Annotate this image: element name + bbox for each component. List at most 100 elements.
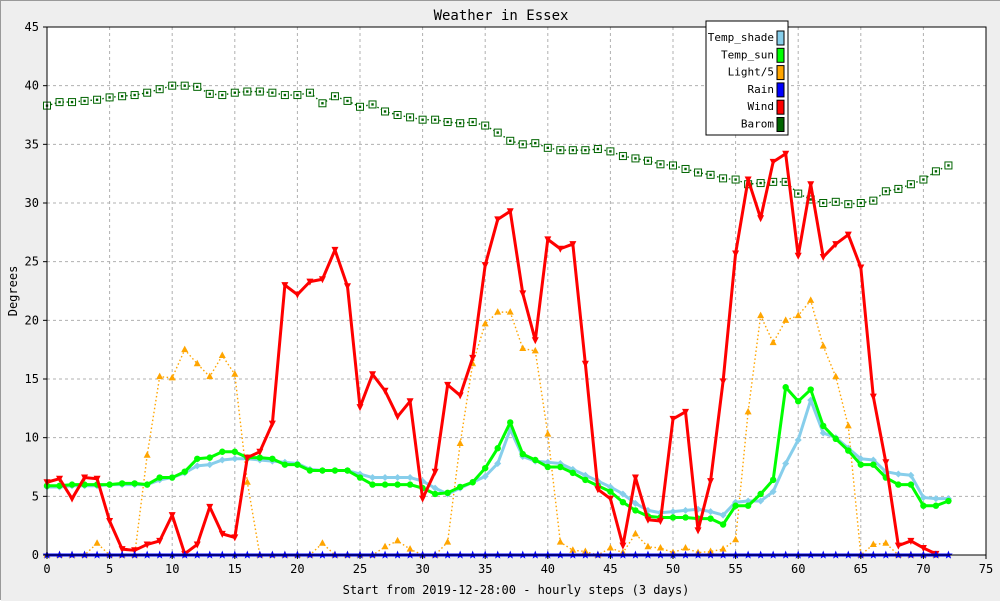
series-temp-sun-point xyxy=(469,479,476,486)
series-temp-shade-point xyxy=(481,472,489,480)
series-temp-shade-point xyxy=(206,461,214,469)
series-wind-point xyxy=(556,245,564,253)
series-wind-point xyxy=(68,495,76,503)
legend-swatch-temp-sun xyxy=(776,47,785,63)
series-light-5-point xyxy=(206,372,214,380)
series-temp-sun-point xyxy=(156,474,163,481)
series-barom-point-core xyxy=(847,202,850,206)
series-wind-point xyxy=(306,278,314,286)
series-barom-point-core xyxy=(221,93,224,97)
legend-label-barom: Barom xyxy=(741,118,774,131)
x-tick-label: 45 xyxy=(603,562,617,576)
series-barom-point-core xyxy=(872,199,875,202)
series-temp-sun-point xyxy=(319,467,326,474)
series-light-5-point xyxy=(456,439,464,447)
series-barom-point-core xyxy=(333,95,337,98)
series-barom-point-core xyxy=(596,147,600,151)
series-temp-sun-point xyxy=(519,450,526,458)
series-temp-sun-point xyxy=(569,469,577,477)
series-barom-point-core xyxy=(246,90,249,93)
series-barom-point-core xyxy=(909,183,913,186)
series-barom-point-core xyxy=(83,99,86,103)
legend-label-wind: Wind xyxy=(748,100,775,113)
series-wind-point xyxy=(682,408,690,416)
series-barom-point-core xyxy=(58,100,61,104)
series-temp-shade-point xyxy=(369,474,377,482)
legend-label-rain: Rain xyxy=(748,83,775,96)
series-wind-point xyxy=(406,398,414,406)
series-light-5-point xyxy=(769,338,777,346)
series-temp-sun-point xyxy=(832,435,839,443)
series-temp-sun-point xyxy=(920,502,927,509)
series-barom-point-core xyxy=(922,178,925,181)
series-barom-point-core xyxy=(771,180,775,184)
series-light-5-point xyxy=(606,543,614,551)
chart-title: Weather in Essex xyxy=(434,8,569,24)
x-tick-label: 25 xyxy=(353,562,367,576)
legend-swatch-barom xyxy=(776,117,785,132)
series-temp-shade-point xyxy=(606,483,614,491)
series-barom-point-core xyxy=(446,120,449,124)
series-wind-point xyxy=(481,262,489,270)
series-light-5-point xyxy=(93,539,101,546)
series-temp-shade-point xyxy=(581,471,589,479)
legend-label-light-5: Light/5 xyxy=(728,66,774,79)
series-wind-point xyxy=(794,252,802,260)
series-wind-point xyxy=(93,475,101,483)
series-light-5-point xyxy=(869,540,877,547)
series-barom-point-core xyxy=(584,149,587,152)
x-axis-label: Start from 2019-12-28:00 - hourly steps … xyxy=(343,583,690,597)
series-wind-point xyxy=(118,546,126,554)
series-wind-point xyxy=(669,415,677,423)
series-barom-point-core xyxy=(433,118,437,121)
series-wind-point xyxy=(431,468,439,476)
series-wind-point xyxy=(544,236,552,244)
series-wind-point xyxy=(907,537,915,545)
series-temp-sun-point xyxy=(194,455,201,462)
series-wind-point xyxy=(819,253,827,261)
y-tick-label: 35 xyxy=(25,137,39,151)
y-tick-label: 10 xyxy=(25,431,39,445)
series-wind-point xyxy=(894,542,902,550)
series-barom-point-core xyxy=(797,192,800,195)
series-light-5-point xyxy=(569,546,577,553)
series-temp-sun-point xyxy=(769,476,777,484)
series-barom-point-core xyxy=(108,96,111,99)
series-temp-shade-point xyxy=(794,436,802,444)
series-light-5-point xyxy=(481,319,489,327)
series-temp-sun-point xyxy=(219,448,226,455)
series-temp-shade-point xyxy=(218,456,226,464)
series-wind-point xyxy=(281,282,289,290)
series-light-5-point xyxy=(882,539,890,546)
series-wind-point xyxy=(106,517,114,525)
series-barom-point-core xyxy=(120,95,124,98)
series-wind-point xyxy=(757,215,765,223)
series-temp-shade-point xyxy=(406,474,414,482)
legend-swatch-wind xyxy=(776,99,785,115)
series-barom-point-core xyxy=(371,103,374,106)
series-temp-sun-point xyxy=(632,507,639,514)
series-temp-shade-point xyxy=(782,459,790,467)
series-barom-point-core xyxy=(133,93,136,97)
series-light-5-point xyxy=(719,545,727,552)
series-wind-point xyxy=(631,474,639,482)
series-temp-sun-point xyxy=(344,467,351,474)
series-barom-point-core xyxy=(709,173,712,177)
series-barom-point-core xyxy=(196,85,199,89)
series-wind-point xyxy=(469,354,477,362)
series-light-5-point xyxy=(631,529,639,537)
series-temp-shade-point xyxy=(707,508,715,516)
y-tick-label: 30 xyxy=(25,196,39,210)
series-wind-point xyxy=(444,381,452,389)
series-temp-sun-point xyxy=(256,454,264,461)
series-temp-shade-point xyxy=(769,488,777,496)
series-temp-sun-point xyxy=(494,445,501,452)
x-tick-label: 75 xyxy=(979,562,993,576)
series-temp-shade-point xyxy=(494,459,502,467)
series-wind-point xyxy=(732,250,740,258)
legend-swatch-temp-shade xyxy=(776,30,785,46)
series-light-5-line xyxy=(47,299,936,556)
series-temp-shade-point xyxy=(231,455,239,463)
